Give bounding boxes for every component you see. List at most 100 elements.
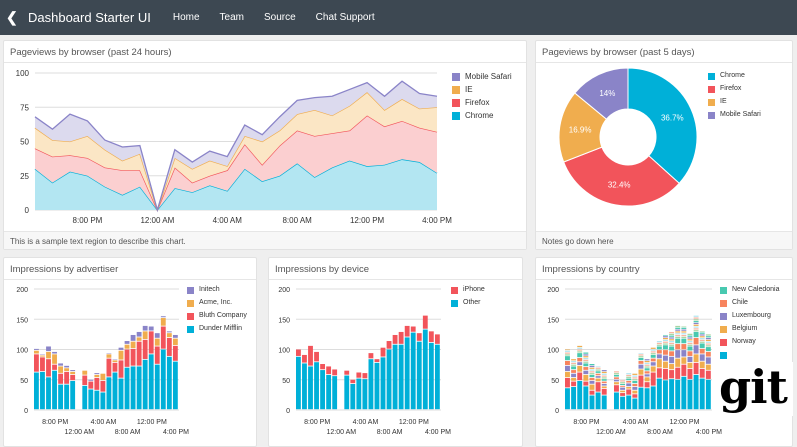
- bar-segment-norway: [632, 394, 637, 397]
- legend-label: Chrome: [720, 72, 745, 79]
- bar-segment-belgium: [681, 357, 686, 363]
- bar-segment: [571, 363, 576, 364]
- bar-segment: [590, 366, 595, 367]
- bar-segment: [694, 316, 699, 317]
- bar-segment: [571, 359, 576, 360]
- bar-segment-chile: [577, 358, 582, 361]
- bar-segment: [632, 377, 637, 378]
- bar-segment-iphone: [350, 380, 355, 383]
- bar-segment-series: [632, 399, 637, 410]
- legend-pageviews-5d: Chrome Firefox IE Mobile Safari: [708, 72, 761, 124]
- bar-segment-series: [639, 388, 644, 410]
- legend-item[interactable]: Firefox: [452, 98, 522, 107]
- bar-segment-bluth-company: [131, 349, 136, 366]
- bar-segment-chile: [694, 338, 699, 344]
- bar-segment-series: [571, 387, 576, 409]
- bar-segment-other: [344, 376, 349, 410]
- bar-segment-luxembourg: [688, 357, 693, 362]
- bar-segment-dunder-mifflin: [143, 360, 148, 409]
- legend-swatch: [452, 73, 460, 81]
- bar-segment-dunder-mifflin: [58, 385, 63, 410]
- bar-segment: [663, 343, 668, 344]
- bar-segment-luxembourg: [681, 350, 686, 356]
- bar-segment-bluth-company: [52, 365, 57, 370]
- bar-segment-other: [405, 337, 410, 409]
- bar-segment-chile: [669, 351, 674, 356]
- x-tick-label: 12:00 PM: [669, 419, 699, 426]
- bar-segment-bluth-company: [173, 346, 178, 361]
- legend-item[interactable]: Chile: [720, 299, 779, 307]
- legend-item[interactable]: Bluth Company: [187, 312, 247, 320]
- legend-item[interactable]: Other: [451, 299, 485, 307]
- bar-segment-luxembourg: [571, 374, 576, 377]
- bar-segment: [565, 354, 570, 355]
- legend-swatch: [187, 313, 194, 320]
- bar-segment-initech: [34, 349, 39, 350]
- legend-item[interactable]: Norway: [720, 338, 779, 346]
- bar-segment: [596, 366, 601, 367]
- legend-label: Mobile Safari: [720, 111, 761, 118]
- bar-segment: [663, 335, 668, 336]
- nav-chat-support[interactable]: Chat Support: [316, 12, 375, 23]
- legend-label: Dunder Mifflin: [199, 325, 242, 332]
- nav-source[interactable]: Source: [264, 12, 296, 23]
- legend-label: Initech: [199, 286, 220, 293]
- bar-segment-new-caledonia: [663, 345, 668, 349]
- panel-title: Impressions by country: [536, 258, 792, 280]
- bar-segment-initech: [46, 346, 51, 351]
- legend-item[interactable]: New Caledonia: [720, 286, 779, 294]
- bar-segment-norway: [681, 365, 686, 376]
- bar-segment-norway: [571, 382, 576, 387]
- bar-segment-initech: [64, 366, 69, 368]
- legend-item[interactable]: Chrome: [452, 111, 522, 120]
- legend-item[interactable]: Chrome: [708, 72, 761, 80]
- bar-segment: [669, 339, 674, 340]
- legend-item[interactable]: [720, 351, 779, 359]
- legend-item[interactable]: Dunder Mifflin: [187, 325, 247, 333]
- legend-item[interactable]: IE: [452, 85, 522, 94]
- nav-team[interactable]: Team: [220, 12, 244, 23]
- legend-item[interactable]: IE: [708, 98, 761, 106]
- bar-segment-norway: [694, 363, 699, 374]
- bar-segment-acme-inc-: [131, 342, 136, 348]
- bar-segment: [669, 336, 674, 337]
- bar-segment-series: [583, 386, 588, 409]
- git-logo: git: [716, 362, 793, 416]
- bar-segment-initech: [167, 331, 172, 332]
- panel-title: Impressions by advertiser: [4, 258, 256, 280]
- bar-segment-other: [435, 345, 440, 410]
- bar-segment-new-caledonia: [583, 363, 588, 366]
- legend-item[interactable]: Firefox: [708, 85, 761, 93]
- bar-segment-new-caledonia: [694, 332, 699, 337]
- bar-segment: [645, 359, 650, 360]
- legend-label: Acme, Inc.: [199, 299, 232, 306]
- bar-segment-norway: [565, 378, 570, 387]
- bar-segment-initech: [143, 326, 148, 331]
- bar-segment-luxembourg: [675, 350, 680, 358]
- bar-segment: [706, 342, 711, 343]
- app-title[interactable]: Dashboard Starter UI: [28, 10, 151, 25]
- bar-segment: [694, 325, 699, 326]
- legend-item[interactable]: Mobile Safari: [452, 72, 522, 81]
- bar-segment: [681, 331, 686, 332]
- legend-item[interactable]: Mobile Safari: [708, 111, 761, 119]
- y-tick-label: 0: [555, 408, 559, 415]
- x-tick-label: 12:00 AM: [65, 429, 95, 436]
- bar-segment-dunder-mifflin: [131, 366, 136, 409]
- legend-item[interactable]: Acme, Inc.: [187, 299, 247, 307]
- bar-segment-new-caledonia: [651, 355, 656, 358]
- legend-item[interactable]: Belgium: [720, 325, 779, 333]
- bar-segment-acme-inc-: [155, 339, 160, 346]
- chevron-left-icon[interactable]: ❮: [6, 9, 26, 26]
- bar-segment-new-caledonia: [626, 379, 631, 381]
- bar-segment-iphone: [393, 335, 398, 344]
- bar-segment-bluth-company: [137, 342, 142, 366]
- legend-item[interactable]: iPhone: [451, 286, 485, 294]
- legend-item[interactable]: Initech: [187, 286, 247, 294]
- legend-item[interactable]: Luxembourg: [720, 312, 779, 320]
- x-tick-label: 4:00 AM: [623, 419, 649, 426]
- bar-segment-chile: [565, 361, 570, 365]
- nav-home[interactable]: Home: [173, 12, 200, 23]
- bar-segment: [645, 363, 650, 364]
- bar-segment-acme-inc-: [46, 352, 51, 358]
